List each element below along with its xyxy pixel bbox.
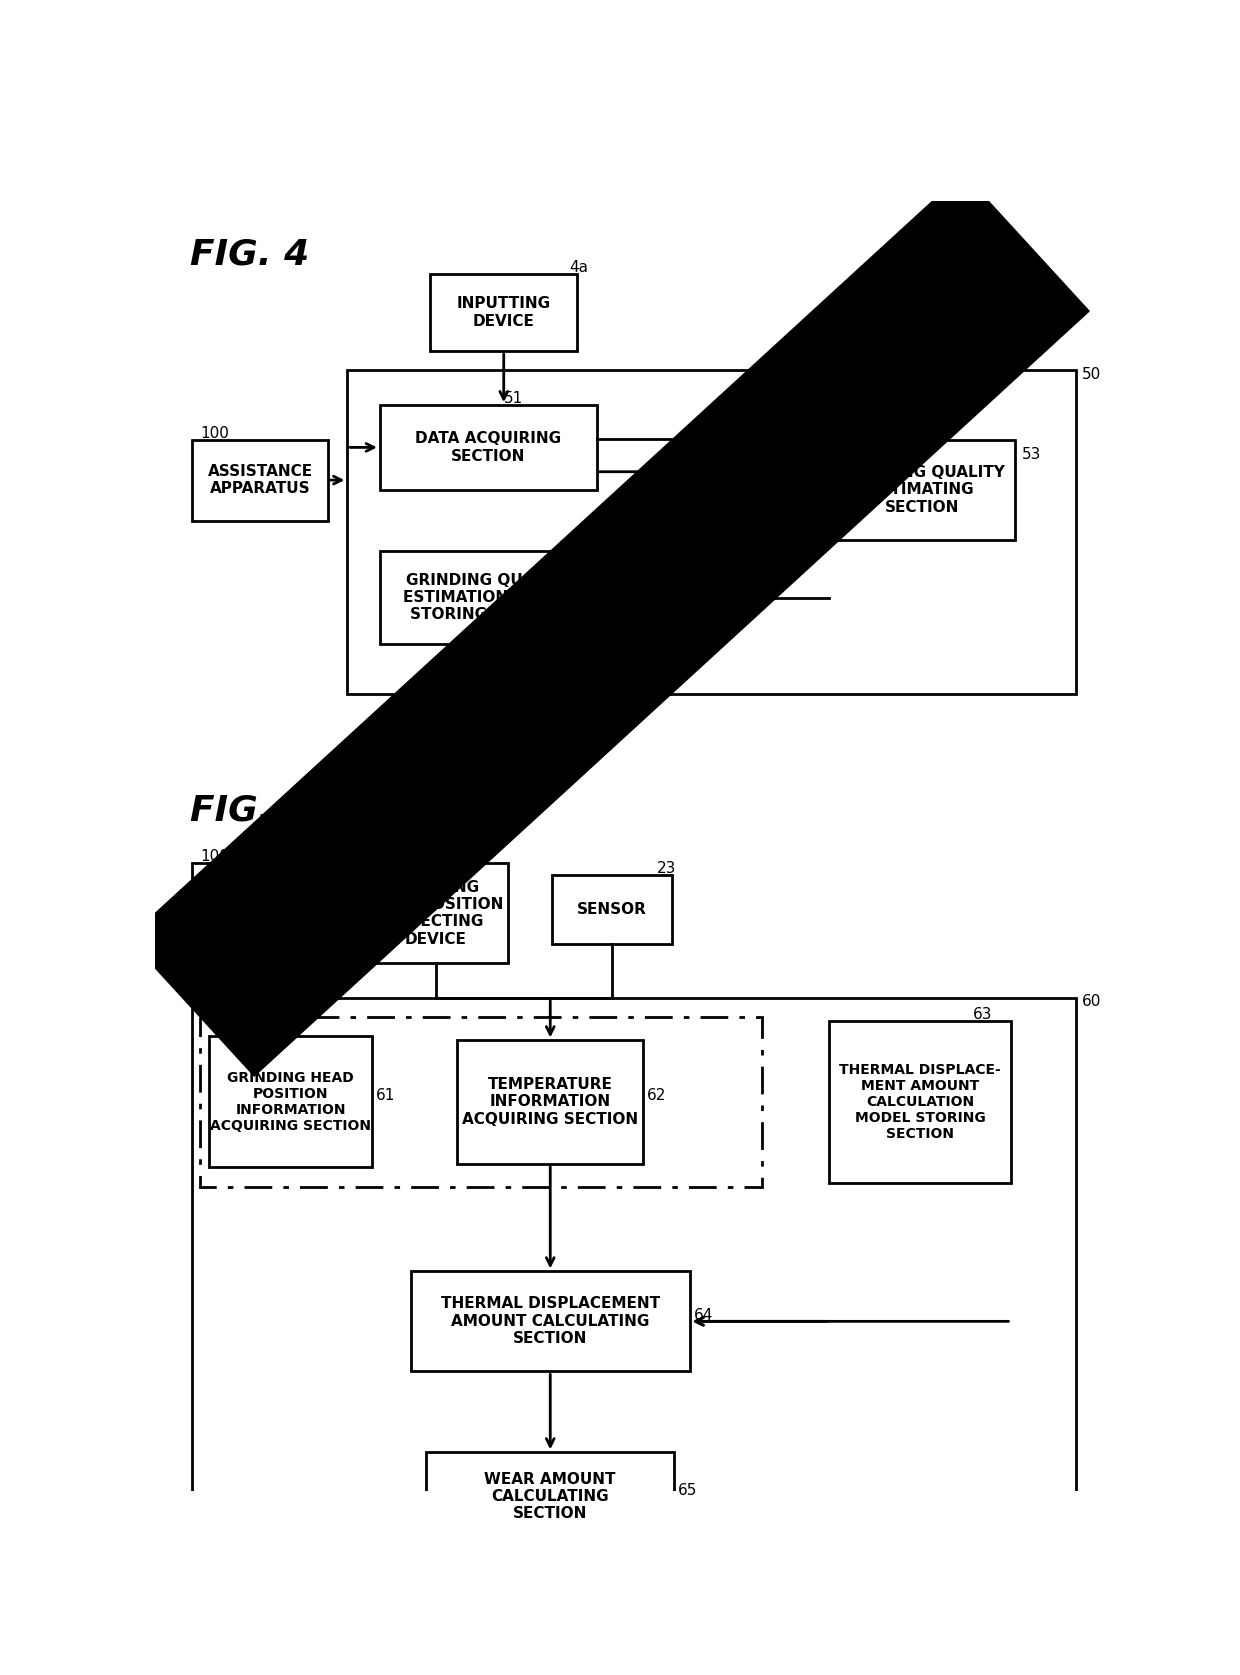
Text: ASSISTANCE
APPARATUS: ASSISTANCE APPARATUS (207, 464, 312, 496)
Text: 60: 60 (1081, 993, 1101, 1008)
Text: TEMPERATURE
INFORMATION
ACQUIRING SECTION: TEMPERATURE INFORMATION ACQUIRING SECTIO… (463, 1077, 639, 1127)
Text: WEAR AMOUNT
CALCULATING
SECTION: WEAR AMOUNT CALCULATING SECTION (485, 1472, 616, 1521)
Bar (552, 874, 672, 945)
Text: DATA ACQUIRING
SECTION: DATA ACQUIRING SECTION (415, 430, 562, 464)
Bar (192, 998, 1076, 1660)
Bar (365, 863, 507, 963)
Text: GRINDING
HEAD POSITION
DETECTING
DEVICE: GRINDING HEAD POSITION DETECTING DEVICE (368, 879, 503, 946)
Text: 63: 63 (972, 1007, 992, 1022)
Bar (379, 551, 596, 643)
Bar (830, 441, 1016, 539)
Text: 4a: 4a (569, 260, 589, 275)
Text: GRINDING QUALITY
ESTIMATING
SECTION: GRINDING QUALITY ESTIMATING SECTION (839, 466, 1004, 514)
Text: 50: 50 (1081, 367, 1101, 382)
Text: 100: 100 (200, 849, 229, 864)
Text: SENSOR: SENSOR (577, 901, 647, 916)
Text: FIG. 5: FIG. 5 (190, 794, 309, 827)
Text: THERMAL DISPLACEMENT
AMOUNT CALCULATING
SECTION: THERMAL DISPLACEMENT AMOUNT CALCULATING … (440, 1296, 660, 1347)
Text: GRINDING QUALITY
ESTIMATION MODEL
STORING SECTION: GRINDING QUALITY ESTIMATION MODEL STORIN… (403, 573, 574, 623)
Text: 23: 23 (656, 861, 676, 876)
Text: 61: 61 (376, 1089, 396, 1104)
Text: GRINDING HEAD
POSITION
INFORMATION
ACQUIRING SECTION: GRINDING HEAD POSITION INFORMATION ACQUI… (210, 1070, 371, 1134)
Text: 65: 65 (678, 1482, 697, 1497)
Text: THERMAL DISPLACE-
MENT AMOUNT
CALCULATION
MODEL STORING
SECTION: THERMAL DISPLACE- MENT AMOUNT CALCULATIO… (839, 1062, 1001, 1141)
Bar (410, 1271, 689, 1372)
Bar (210, 1037, 372, 1167)
Text: 64: 64 (693, 1308, 713, 1323)
Text: FIG. 4: FIG. 4 (190, 238, 309, 271)
Bar (200, 1017, 761, 1186)
Text: INPUTTING
DEVICE: INPUTTING DEVICE (456, 296, 551, 328)
Bar (379, 405, 596, 489)
Text: 100: 100 (200, 425, 229, 441)
Text: 52: 52 (479, 652, 498, 667)
Bar (427, 1452, 675, 1541)
Text: 60a: 60a (379, 849, 408, 864)
Bar (430, 275, 578, 352)
Bar (830, 1022, 1012, 1183)
Text: ASSISTANCE
APPARATUS: ASSISTANCE APPARATUS (207, 888, 312, 920)
Text: 62: 62 (647, 1089, 667, 1104)
Bar (192, 863, 327, 945)
Text: 53: 53 (1022, 447, 1040, 462)
Bar (458, 1040, 644, 1164)
Bar (192, 441, 327, 521)
Bar (347, 370, 1076, 693)
Text: 51: 51 (503, 392, 523, 407)
